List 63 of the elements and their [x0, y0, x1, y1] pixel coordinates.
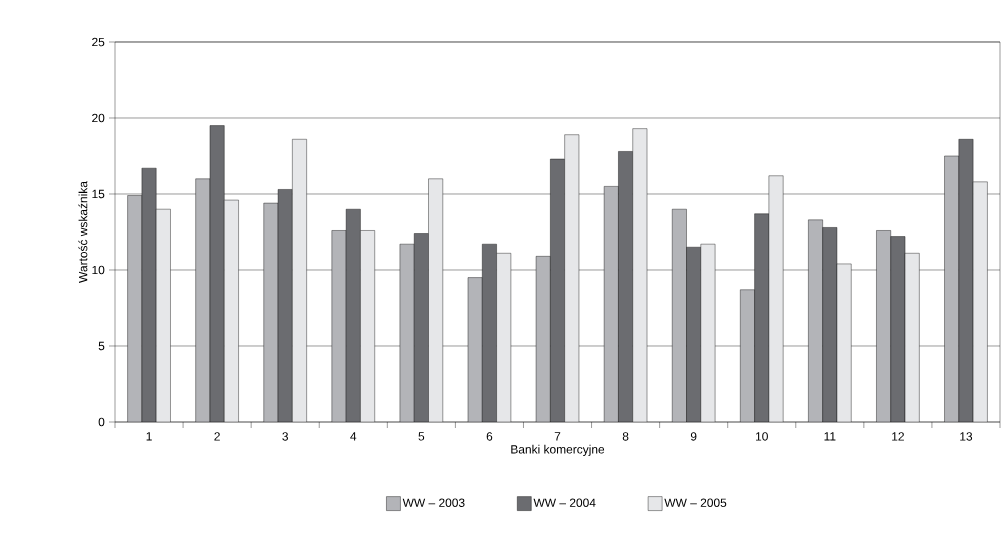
y-tick-label: 20	[92, 113, 105, 123]
bar	[482, 243, 497, 422]
y-axis-title: Wartość wskaźnika	[78, 181, 88, 283]
bar	[808, 219, 823, 422]
bar	[414, 233, 429, 422]
bar	[564, 134, 580, 422]
x-tick-label: 5	[418, 432, 425, 441]
x-tick-label: 6	[486, 432, 493, 441]
legend-label: WW – 2004	[533, 498, 596, 507]
y-tick-label: 0	[98, 417, 105, 427]
x-tick-label: 9	[690, 432, 697, 441]
bar	[836, 263, 852, 422]
bar	[740, 289, 755, 422]
x-tick-label: 10	[756, 432, 768, 441]
bar	[209, 125, 225, 422]
bar	[263, 202, 279, 422]
x-tick-label: 1	[146, 432, 152, 441]
bar	[496, 253, 512, 422]
bar	[768, 175, 784, 422]
bar	[972, 181, 988, 422]
bar	[224, 199, 239, 422]
bar	[890, 236, 906, 422]
bar	[958, 139, 974, 422]
bar	[944, 155, 960, 422]
bar	[127, 195, 143, 422]
bar	[467, 277, 483, 422]
bar	[399, 243, 415, 422]
y-tick-label: 15	[92, 189, 105, 199]
bar	[345, 209, 361, 422]
bar	[700, 243, 716, 422]
bar	[141, 167, 157, 422]
bar	[428, 178, 443, 422]
legend-label: WW – 2003	[402, 498, 465, 507]
bar	[195, 178, 211, 422]
bar	[535, 256, 551, 422]
bar	[292, 139, 307, 422]
bar	[331, 230, 347, 422]
x-axis-title: Banki komercyjne	[511, 444, 605, 456]
bar	[876, 230, 891, 422]
y-tick-label: 10	[92, 265, 105, 275]
bar	[672, 209, 687, 422]
bar	[277, 189, 293, 422]
x-tick-label: 4	[350, 432, 357, 441]
x-tick-label: 7	[554, 432, 561, 441]
y-tick-label: 5	[98, 341, 105, 351]
y-tick-label: 25	[92, 37, 105, 47]
bar	[360, 230, 375, 422]
x-tick-label: 11	[824, 432, 836, 441]
bar	[155, 209, 171, 422]
x-tick-label: 12	[892, 432, 904, 441]
bar	[686, 247, 702, 422]
legend-label: WW – 2005	[664, 498, 727, 507]
bar	[618, 151, 633, 422]
bar	[904, 253, 920, 422]
x-tick-label: 13	[960, 432, 973, 441]
bar	[603, 186, 619, 422]
x-tick-label: 2	[214, 432, 220, 441]
bar	[550, 158, 565, 422]
x-tick-label: 3	[282, 432, 288, 441]
bar	[754, 213, 770, 422]
bar	[822, 227, 838, 422]
x-tick-label: 8	[622, 432, 629, 441]
bar	[632, 128, 648, 422]
